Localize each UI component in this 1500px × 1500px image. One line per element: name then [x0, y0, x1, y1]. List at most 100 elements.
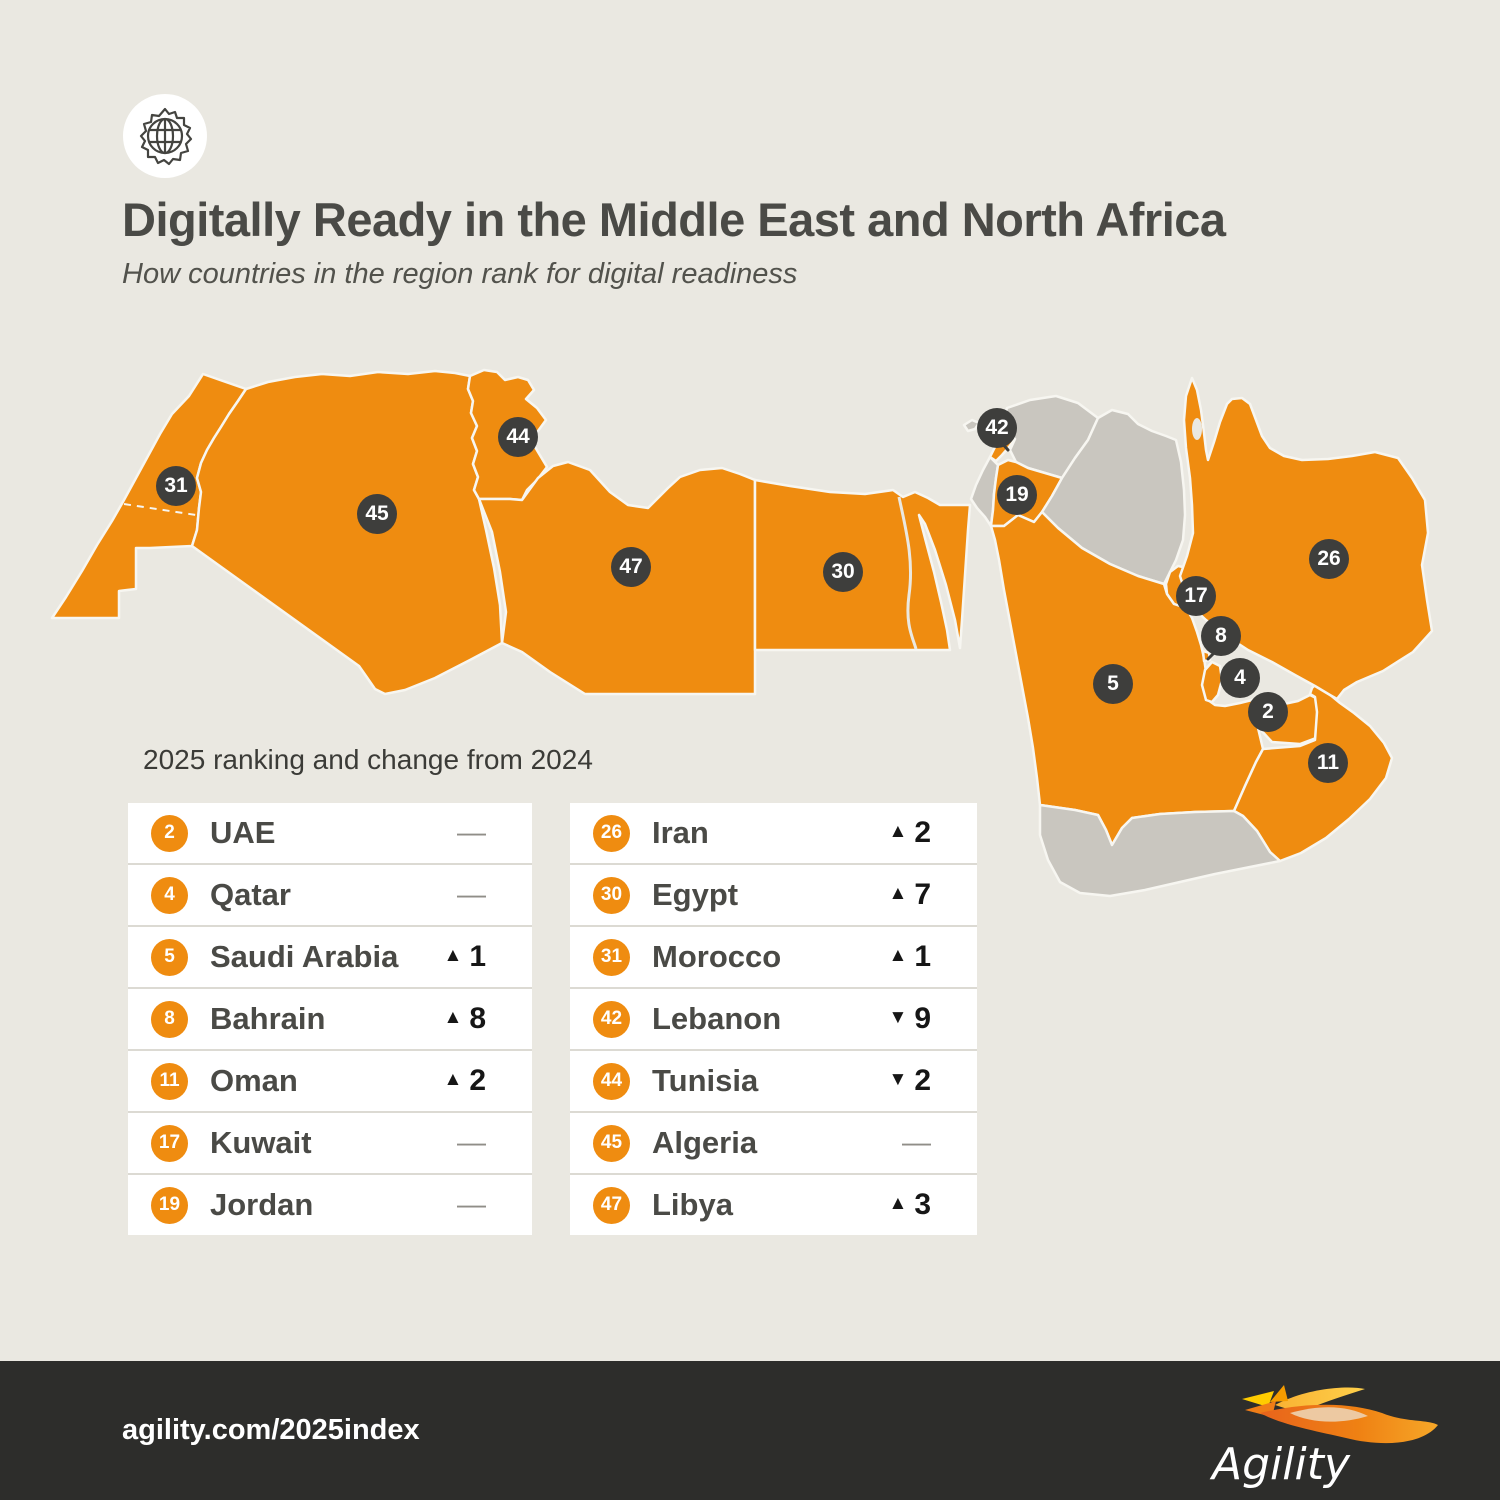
- change-indicator: —: [457, 878, 486, 911]
- table-row: 47 Libya ▲ 3: [570, 1175, 977, 1235]
- rank-badge: 47: [593, 1186, 630, 1224]
- change-indicator: —: [457, 816, 486, 849]
- table-row: 2 UAE —: [128, 803, 532, 865]
- ranking-table-right: 26 Iran ▲ 2 30 Egypt ▲ 7 31 Morocco ▲ 1 42 Lebanon ▼ 9 4…: [570, 803, 977, 1235]
- change-indicator: ▲ 8: [443, 1002, 487, 1035]
- country-name: Saudi Arabia: [210, 939, 399, 974]
- change-indicator: ▲ 2: [443, 1064, 487, 1097]
- change-indicator: ▲ 1: [443, 940, 487, 973]
- lake-urmia: [1192, 418, 1202, 440]
- map-rank-badge-uae: 2: [1248, 692, 1288, 732]
- triangle-up-icon: ▲: [888, 945, 908, 966]
- rank-badge: 19: [151, 1186, 188, 1224]
- country-iran: [1178, 376, 1434, 701]
- table-row: 8 Bahrain ▲ 8: [128, 989, 532, 1051]
- map-rank-badge-tunisia: 44: [498, 417, 538, 457]
- map-rank-badge-oman: 11: [1308, 743, 1348, 783]
- country-name: Egypt: [652, 877, 739, 912]
- country-name: Algeria: [652, 1125, 758, 1160]
- country-name: Tunisia: [652, 1063, 759, 1098]
- country-egypt: [753, 478, 972, 652]
- triangle-down-icon: ▼: [888, 1069, 908, 1090]
- table-row: 30 Egypt ▲ 7: [570, 865, 977, 927]
- table-row: 26 Iran ▲ 2: [570, 803, 977, 865]
- ranking-table-left: 2 UAE — 4 Qatar — 5 Saudi Arabia ▲ 1 8 Bahrain ▲ 8 11 O…: [128, 803, 532, 1235]
- rank-badge: 4: [151, 876, 188, 914]
- country-name: Libya: [652, 1187, 733, 1222]
- country-name: Bahrain: [210, 1001, 326, 1036]
- nile-river: [897, 496, 918, 650]
- rank-badge: 42: [593, 1000, 630, 1038]
- rank-badge: 26: [593, 814, 630, 852]
- footer-bar: [0, 1361, 1500, 1500]
- table-row: 31 Morocco ▲ 1: [570, 927, 977, 989]
- map-rank-badge-algeria: 45: [357, 494, 397, 534]
- footer-url: agility.com/2025index: [122, 1414, 420, 1446]
- rank-badge: 17: [151, 1124, 188, 1162]
- map-rank-badge-bahrain: 8: [1201, 616, 1241, 656]
- country-name: Oman: [210, 1063, 298, 1098]
- table-row: 11 Oman ▲ 2: [128, 1051, 532, 1113]
- rank-badge: 31: [593, 938, 630, 976]
- table-row: 44 Tunisia ▼ 2: [570, 1051, 977, 1113]
- country-algeria: [190, 369, 504, 696]
- change-indicator: —: [902, 1126, 931, 1159]
- country-yemen: [1038, 803, 1282, 898]
- triangle-up-icon: ▲: [888, 883, 908, 904]
- change-indicator: —: [457, 1126, 486, 1159]
- bird-beak-upper: [1242, 1391, 1274, 1407]
- map-rank-badge-morocco: 31: [156, 466, 196, 506]
- triangle-down-icon: ▼: [888, 1007, 908, 1028]
- brand-wordmark: Agility: [1212, 1439, 1350, 1490]
- triangle-up-icon: ▲: [443, 1069, 463, 1090]
- rank-badge: 8: [151, 1000, 188, 1038]
- country-name: Kuwait: [210, 1125, 312, 1160]
- change-indicator: ▲ 1: [888, 940, 932, 973]
- map-rank-badge-kuwait: 17: [1176, 576, 1216, 616]
- country-name: Lebanon: [652, 1001, 782, 1036]
- bird-inner-feather: [1290, 1407, 1368, 1422]
- table-row: 5 Saudi Arabia ▲ 1: [128, 927, 532, 989]
- triangle-up-icon: ▲: [443, 945, 463, 966]
- change-indicator: ▼ 2: [888, 1064, 932, 1097]
- map-rank-badge-iran: 26: [1309, 539, 1349, 579]
- map-rank-badge-lebanon: 42: [977, 408, 1017, 448]
- triangle-up-icon: ▲: [888, 821, 908, 842]
- phoenix-bird-icon: [1242, 1385, 1438, 1444]
- country-name: Iran: [652, 815, 709, 850]
- rank-badge: 2: [151, 814, 188, 852]
- change-indicator: ▼ 9: [888, 1002, 932, 1035]
- map-rank-badge-jordan: 19: [997, 475, 1037, 515]
- change-indicator: —: [457, 1188, 486, 1221]
- map-rank-badge-libya: 47: [611, 547, 651, 587]
- change-indicator: ▲ 2: [888, 816, 932, 849]
- table-row: 19 Jordan —: [128, 1175, 532, 1235]
- country-name: Jordan: [210, 1187, 314, 1222]
- change-indicator: ▲ 7: [888, 878, 932, 911]
- change-indicator: ▲ 3: [888, 1188, 932, 1221]
- table-row: 4 Qatar —: [128, 865, 532, 927]
- page-subtitle: How countries in the region rank for dig…: [122, 258, 798, 290]
- map-rank-badge-egypt: 30: [823, 552, 863, 592]
- agility-logo: Agility: [1212, 1383, 1452, 1495]
- table-row: 45 Algeria —: [570, 1113, 977, 1175]
- table-row: 17 Kuwait —: [128, 1113, 532, 1175]
- map-rank-badge-qatar: 4: [1220, 658, 1260, 698]
- header-badge-circle: [123, 94, 207, 178]
- rank-badge: 44: [593, 1062, 630, 1100]
- country-name: Morocco: [652, 939, 782, 974]
- table-row: 42 Lebanon ▼ 9: [570, 989, 977, 1051]
- bird-crest: [1270, 1385, 1288, 1402]
- page-title: Digitally Ready in the Middle East and N…: [122, 193, 1226, 246]
- country-qatar: [1200, 660, 1224, 704]
- rank-badge: 30: [593, 876, 630, 914]
- rank-badge: 45: [593, 1124, 630, 1162]
- legend-label: 2025 ranking and change from 2024: [143, 744, 593, 775]
- globe-gear-icon: [139, 107, 193, 166]
- country-name: UAE: [210, 815, 276, 850]
- triangle-up-icon: ▲: [888, 1193, 908, 1214]
- country-name: Qatar: [210, 877, 291, 912]
- map-rank-badge-saudi-arabia: 5: [1093, 664, 1133, 704]
- triangle-up-icon: ▲: [443, 1007, 463, 1028]
- rank-badge: 11: [151, 1062, 188, 1100]
